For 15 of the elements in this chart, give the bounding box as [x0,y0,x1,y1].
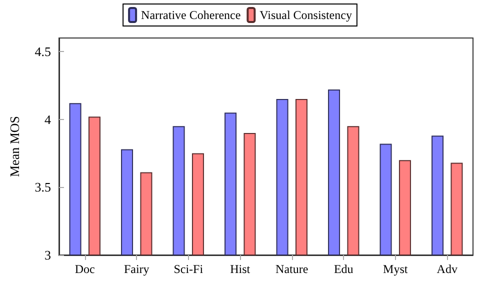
y-tick-label: 4.5 [34,44,51,60]
x-tick-label: Hist [230,262,251,276]
x-tick-label: Fairy [124,262,150,276]
legend-label: Narrative Coherence [141,8,241,22]
x-tick-label: Doc [74,262,95,276]
legend-label: Visual Consistency [260,8,352,22]
y-tick-label: 3 [44,248,51,262]
y-axis-title: Mean MOS [7,116,22,178]
x-tick-label: Edu [334,262,354,276]
x-tick-label: Nature [276,262,308,276]
y-tick-label: 4 [44,112,52,127]
y-tick-label: 3.5 [34,180,51,195]
x-tick-label: Myst [383,262,408,276]
x-tick-label: Adv [436,262,458,276]
x-tick-label: Sci-Fi [174,262,204,276]
